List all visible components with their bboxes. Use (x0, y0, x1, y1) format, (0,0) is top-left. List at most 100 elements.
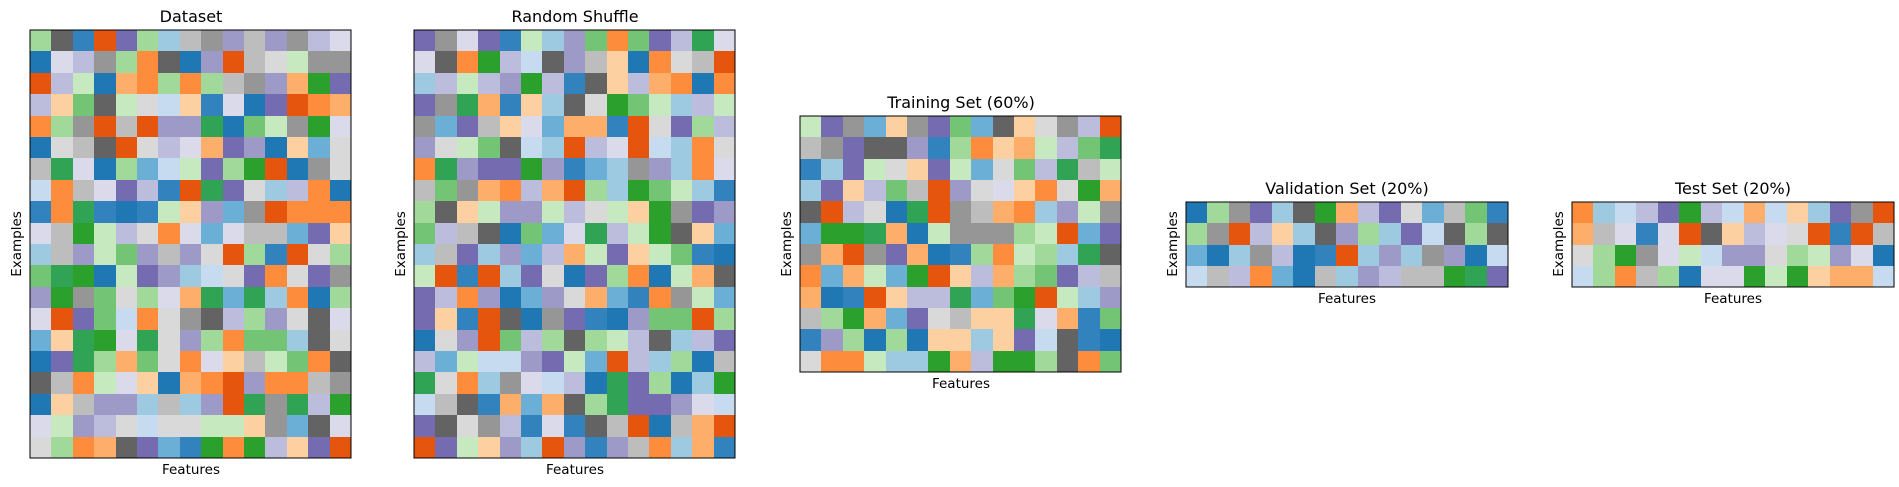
heatmap-cell (1336, 266, 1358, 287)
heatmap-cell (1444, 202, 1465, 223)
heatmap-cell (500, 201, 521, 223)
heatmap-cell (435, 287, 457, 308)
heatmap-cell (564, 287, 585, 308)
heatmap-cell (1078, 287, 1100, 308)
heatmap-cell (1035, 287, 1057, 308)
heatmap-cell (116, 437, 137, 458)
heatmap-cell (564, 351, 585, 372)
heatmap-cell (457, 94, 478, 116)
heatmap-cell (821, 223, 843, 244)
heatmap-cell (843, 201, 864, 223)
heatmap-cell (1572, 245, 1593, 266)
heatmap-cell (457, 51, 478, 73)
heatmap-cell (585, 73, 607, 94)
heatmap-cell (30, 308, 51, 330)
heatmap-cell (435, 308, 457, 330)
heatmap-cell (73, 158, 94, 180)
heatmap-cell (330, 415, 351, 437)
heatmap-cell (971, 201, 993, 223)
heatmap-cell (1808, 202, 1830, 223)
heatmap-cell (1487, 202, 1508, 223)
heatmap-cell (500, 287, 521, 308)
heatmap-cell (564, 372, 585, 394)
heatmap-cell (414, 180, 435, 201)
heatmap-cell (308, 73, 330, 94)
heatmap-cell (1078, 201, 1100, 223)
heatmap-cell (478, 223, 500, 244)
heatmap-cell (137, 30, 158, 51)
heatmap-cell (1315, 266, 1336, 287)
heatmap-cell (1336, 223, 1358, 245)
heatmap-cell (800, 244, 821, 265)
heatmap-cell (585, 223, 607, 244)
heatmap-cell (993, 137, 1014, 159)
y-axis-label: Examples (1165, 211, 1181, 277)
heatmap-cell (843, 159, 864, 180)
heatmap-cell (201, 308, 223, 330)
heatmap-cell (542, 287, 564, 308)
heatmap-cell (649, 180, 671, 201)
heatmap-cell (1057, 137, 1078, 159)
heatmap-cell (180, 244, 201, 265)
heatmap-cell (1851, 266, 1873, 287)
heatmap-cell (564, 137, 585, 158)
heatmap-cell (478, 351, 500, 372)
heatmap-cell (564, 437, 585, 458)
heatmap-cell (886, 223, 907, 244)
heatmap-cell (692, 351, 714, 372)
heatmap-cell (928, 201, 950, 223)
heatmap-cell (971, 180, 993, 201)
heatmap-cell (671, 51, 692, 73)
heatmap-cell (649, 116, 671, 137)
heatmap-cell (478, 51, 500, 73)
heatmap-cell (864, 244, 886, 265)
heatmap-cell (821, 287, 843, 308)
heatmap-cell (137, 180, 158, 201)
heatmap-cell (521, 308, 542, 330)
heatmap-cell (928, 137, 950, 159)
heatmap-cell (1744, 245, 1765, 266)
heatmap-cell (330, 394, 351, 415)
heatmap-cell (607, 437, 628, 458)
heatmap-cell (158, 94, 180, 116)
heatmap-cell (800, 159, 821, 180)
heatmap-cell (158, 394, 180, 415)
heatmap-cell (1851, 223, 1873, 245)
heatmap-cell (51, 137, 73, 158)
heatmap-cell (244, 265, 265, 287)
heatmap-cell (51, 73, 73, 94)
heatmap-cell (1100, 137, 1121, 159)
heatmap-cell (607, 287, 628, 308)
heatmap-cell (180, 437, 201, 458)
heatmap-cell (950, 351, 971, 372)
heatmap-cell (1100, 244, 1121, 265)
heatmap-cell (907, 351, 928, 372)
heatmap-cell (223, 287, 244, 308)
heatmap-cell (1035, 201, 1057, 223)
heatmap-cell (692, 201, 714, 223)
heatmap-cell (73, 137, 94, 158)
heatmap-cell (330, 201, 351, 223)
heatmap-cell (180, 180, 201, 201)
heatmap-cell (671, 180, 692, 201)
heatmap-cell (500, 30, 521, 51)
heatmap-cell (201, 73, 223, 94)
heatmap-cell (671, 116, 692, 137)
heatmap-cell (971, 223, 993, 244)
heatmap-cell (1014, 201, 1035, 223)
heatmap-cell (116, 137, 137, 158)
heatmap-cell (607, 73, 628, 94)
heatmap-cell (457, 394, 478, 415)
heatmap-cell (223, 116, 244, 137)
heatmap-cell (671, 308, 692, 330)
heatmap-cell (993, 201, 1014, 223)
heatmap-cell (457, 116, 478, 137)
heatmap-cell (607, 94, 628, 116)
heatmap-cell (265, 116, 287, 137)
heatmap-cell (1379, 223, 1401, 245)
heatmap-cell (950, 265, 971, 287)
heatmap-cell (265, 180, 287, 201)
heatmap-cell (500, 265, 521, 287)
heatmap-cell (714, 265, 735, 287)
y-axis-label: Examples (9, 211, 25, 277)
